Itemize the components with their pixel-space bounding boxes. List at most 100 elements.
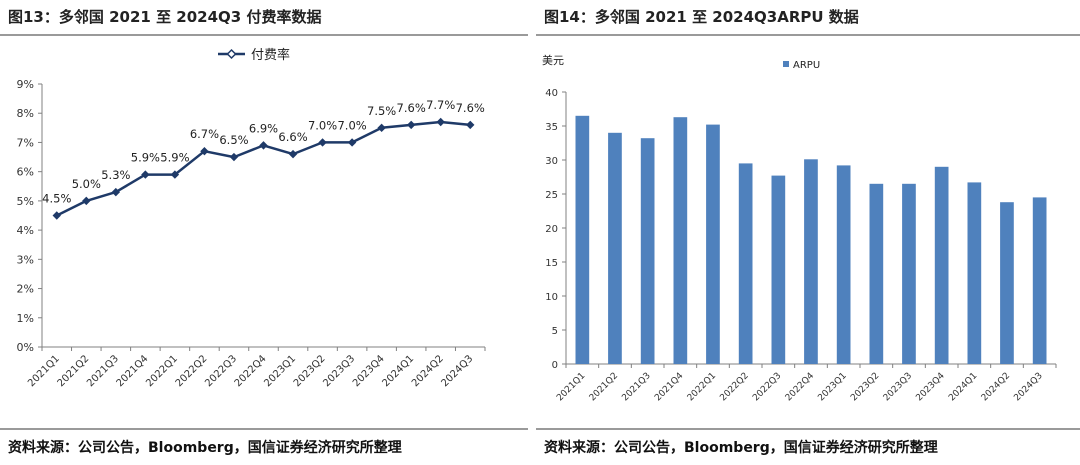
data-label: 7.6% — [397, 101, 426, 115]
x-tick-label: 2022Q4 — [784, 371, 817, 404]
data-point — [111, 187, 121, 197]
x-tick-label: 2024Q3 — [440, 353, 476, 389]
data-label: 7.7% — [426, 98, 455, 112]
bar — [836, 165, 851, 364]
bar — [1032, 197, 1047, 364]
legend: 付费率 — [218, 47, 290, 63]
bar — [640, 138, 655, 364]
bar — [738, 163, 753, 364]
x-tick-label: 2021Q2 — [588, 371, 620, 403]
y-tick-label: 40 — [545, 88, 558, 99]
data-point — [200, 147, 209, 156]
arpu-figure: 图14：多邻国 2021 至 2024Q3ARPU 数据 美元 ARPU 0 5 10 1… — [536, 0, 1080, 465]
data-label: 6.6% — [278, 130, 307, 144]
top-rule — [0, 34, 528, 36]
bar — [934, 166, 949, 364]
x-tick-label: 2021Q4 — [115, 353, 151, 389]
y-tick-label: 6% — [17, 166, 34, 179]
x-tick-label: 2023Q4 — [914, 371, 947, 404]
y-tick-label: 8% — [17, 107, 34, 120]
top-rule — [536, 34, 1080, 36]
x-tick-label: 2024Q2 — [980, 371, 1012, 403]
x-tick-label: 2022Q3 — [751, 371, 783, 403]
paying-ratio-line-chart: 付费率0%1%2%3%4%5%6%7%8%9%2021Q12021Q22021Q… — [17, 47, 486, 389]
bar — [575, 115, 590, 364]
data-label: 4.5% — [42, 192, 71, 206]
y-tick-label: 30 — [545, 156, 558, 167]
bar — [1000, 202, 1014, 364]
data-label: 6.7% — [190, 127, 219, 141]
x-tick-label: 2021Q3 — [620, 371, 652, 403]
data-label: 6.9% — [249, 121, 278, 135]
data-label: 5.3% — [101, 168, 130, 182]
x-tick-label: 2024Q3 — [1012, 371, 1044, 403]
data-point — [82, 196, 91, 206]
y-tick-label: 0 — [552, 360, 558, 371]
y-tick-label: 2% — [17, 283, 34, 296]
x-tick-label: 2022Q4 — [233, 353, 269, 389]
data-point — [141, 170, 150, 179]
bottom-rule — [0, 428, 528, 430]
figure-title: 图14：多邻国 2021 至 2024Q3ARPU 数据 — [544, 8, 859, 26]
data-label: 7.6% — [456, 101, 485, 115]
data-point — [466, 120, 475, 130]
data-label: 5.0% — [72, 177, 101, 191]
source-note: 资料来源：公司公告，Bloomberg，国信证券经济研究所整理 — [544, 440, 938, 456]
x-tick-label: 2023Q2 — [292, 353, 328, 389]
data-label: 7.0% — [308, 118, 337, 132]
bar — [673, 117, 688, 364]
data-label: 7.0% — [337, 118, 366, 132]
x-tick-label: 2023Q3 — [321, 353, 357, 389]
x-tick-label: 2024Q1 — [380, 353, 416, 389]
y-tick-label: 5% — [17, 195, 34, 208]
data-point — [377, 123, 386, 133]
y-tick-label: 1% — [17, 312, 34, 325]
x-tick-label: 2023Q1 — [262, 353, 298, 389]
x-tick-label: 2023Q1 — [816, 371, 848, 403]
y-tick-label: 7% — [17, 136, 34, 149]
x-tick-label: 2023Q2 — [849, 371, 881, 403]
legend: ARPU — [783, 60, 820, 71]
y-unit-label: 美元 — [542, 54, 564, 67]
legend-label: 付费率 — [251, 47, 290, 63]
legend-swatch — [783, 61, 789, 67]
y-tick-label: 4% — [17, 224, 34, 237]
x-tick-label: 2022Q1 — [144, 353, 180, 389]
x-tick-label: 2022Q2 — [174, 353, 210, 389]
x-tick-label: 2023Q3 — [882, 371, 914, 403]
data-point — [170, 170, 180, 179]
legend-marker — [226, 48, 237, 60]
x-tick-label: 2021Q1 — [555, 371, 587, 403]
data-point — [52, 211, 61, 220]
data-point — [229, 152, 239, 162]
bar — [804, 159, 818, 364]
data-point — [436, 117, 445, 127]
y-tick-label: 25 — [545, 190, 558, 201]
data-label: 5.9% — [160, 151, 189, 165]
x-tick-label: 2021Q4 — [653, 371, 686, 404]
data-point — [318, 138, 327, 147]
arpu-bar-chart: 美元 ARPU 0 5 10 15 20 25 30 35 40 2021Q1 2021Q2 2021Q3… — [542, 54, 1057, 404]
data-label: 6.5% — [219, 133, 248, 147]
x-tick-label: 2024Q1 — [947, 371, 979, 403]
x-tick-label: 2023Q4 — [351, 353, 387, 389]
bottom-rule — [536, 428, 1080, 430]
x-tick-label: 2022Q1 — [686, 371, 718, 403]
figure-title: 图13：多邻国 2021 至 2024Q3 付费率数据 — [8, 8, 322, 26]
y-tick-label: 9% — [17, 78, 34, 91]
y-tick-label: 0% — [17, 341, 34, 354]
y-tick-label: 5 — [552, 326, 558, 337]
x-tick-label: 2021Q2 — [56, 353, 92, 389]
bar — [967, 182, 982, 364]
source-note: 资料来源：公司公告，Bloomberg，国信证券经济研究所整理 — [8, 440, 402, 456]
x-tick-label: 2022Q2 — [718, 371, 750, 403]
data-point — [288, 149, 298, 159]
data-point — [347, 138, 357, 147]
y-tick-label: 20 — [545, 224, 558, 235]
data-point — [259, 141, 268, 150]
y-tick-label: 10 — [545, 292, 558, 303]
data-label: 5.9% — [131, 151, 160, 165]
legend-label: ARPU — [793, 60, 820, 71]
data-label: 7.5% — [367, 104, 396, 118]
bar — [902, 183, 916, 364]
